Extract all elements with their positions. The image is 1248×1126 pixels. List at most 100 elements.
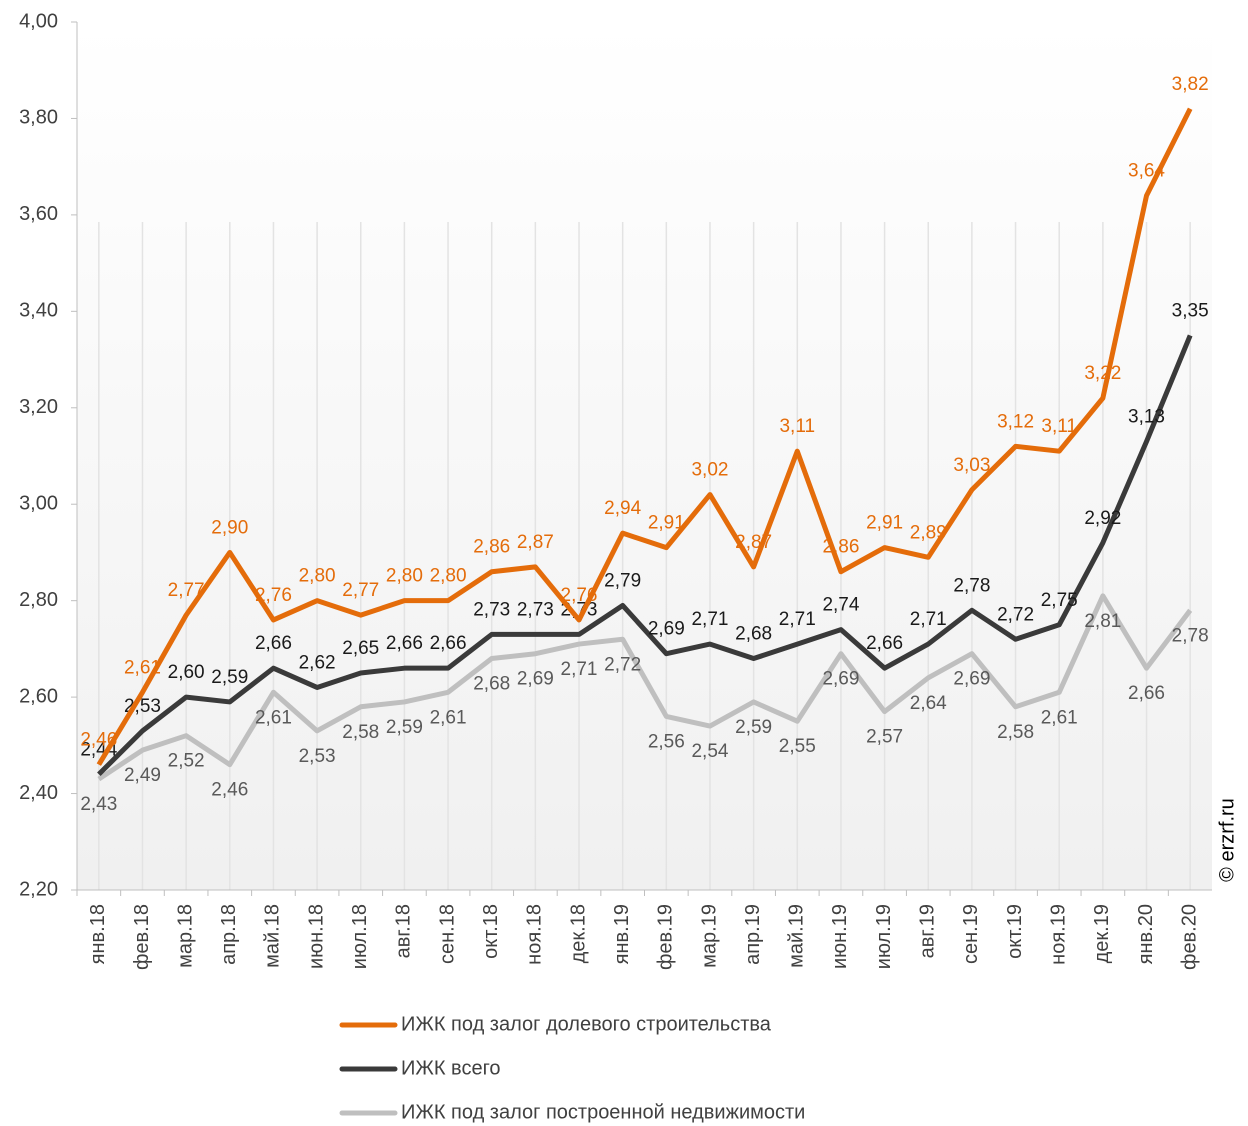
data-label: 3,82 <box>1172 74 1209 95</box>
data-label: 2,55 <box>779 736 816 757</box>
x-tick-label: сен.19 <box>960 904 982 964</box>
data-label: 2,66 <box>386 633 423 654</box>
data-label: 2,61 <box>124 657 161 678</box>
data-label: 2,68 <box>473 674 510 695</box>
data-label: 2,56 <box>648 731 685 752</box>
x-tick-label: окт.18 <box>480 904 502 959</box>
data-label: 2,69 <box>648 619 685 640</box>
x-tick-label: дек.19 <box>1091 904 1113 963</box>
data-label: 2,77 <box>168 580 205 601</box>
data-label: 2,61 <box>430 707 467 728</box>
legend-label: ИЖК всего <box>401 1057 501 1079</box>
data-label: 2,66 <box>1128 683 1165 704</box>
data-label: 2,71 <box>779 609 816 630</box>
data-label: 2,80 <box>299 566 336 587</box>
y-tick-label: 2,80 <box>19 589 58 611</box>
data-label: 3,35 <box>1172 300 1209 321</box>
data-label: 3,03 <box>953 455 990 476</box>
x-tick-label: июн.18 <box>305 904 327 969</box>
data-label: 2,87 <box>517 532 554 553</box>
data-label: 2,81 <box>1084 611 1121 632</box>
x-tick-label: май.18 <box>262 904 284 968</box>
line-series <box>97 334 1193 777</box>
data-label: 2,71 <box>561 659 598 680</box>
x-tick-label: мар.19 <box>698 904 720 968</box>
data-label: 3,12 <box>997 411 1034 432</box>
x-tick-label: сен.18 <box>436 904 458 964</box>
data-label: 2,53 <box>299 746 336 767</box>
x-tick-label: ноя.18 <box>524 904 546 965</box>
data-label: 2,73 <box>473 599 510 620</box>
y-tick-label: 3,80 <box>19 107 58 129</box>
plot-area <box>77 22 1212 890</box>
y-tick-label: 2,40 <box>19 782 58 804</box>
data-label: 2,43 <box>80 794 117 815</box>
x-tick-label: фев.18 <box>131 904 153 970</box>
x-tick-label: фев.19 <box>655 904 677 970</box>
data-label: 3,02 <box>691 460 728 481</box>
data-label: 2,54 <box>691 741 728 762</box>
data-label: 2,91 <box>648 513 685 534</box>
data-label: 2,62 <box>299 652 336 673</box>
data-label: 3,11 <box>1041 416 1077 437</box>
data-label: 2,58 <box>997 722 1034 743</box>
data-label: 2,78 <box>1172 625 1209 646</box>
data-label: 2,69 <box>822 669 859 690</box>
data-label: 2,59 <box>735 717 772 738</box>
data-label: 2,59 <box>211 667 248 688</box>
data-label: 2,66 <box>866 633 903 654</box>
data-label: 2,61 <box>1041 707 1078 728</box>
line-series <box>96 107 1193 766</box>
data-label: 3,13 <box>1128 407 1165 428</box>
data-label: 2,66 <box>255 633 292 654</box>
x-tick-label: июл.19 <box>873 904 895 969</box>
data-label: 2,80 <box>430 566 467 587</box>
x-tick-label: апр.19 <box>742 904 764 965</box>
data-label: 2,69 <box>517 669 554 690</box>
data-label: 2,78 <box>953 575 990 596</box>
data-label: 2,80 <box>386 566 423 587</box>
y-tick-label: 3,60 <box>19 203 58 225</box>
y-tick-label: 3,00 <box>19 493 58 515</box>
data-label: 2,65 <box>342 638 379 659</box>
data-label: 2,75 <box>1041 590 1078 611</box>
data-label: 2,46 <box>80 730 117 751</box>
legend-label: ИЖК под залог долевого строительства <box>401 1013 772 1035</box>
data-label: 2,68 <box>735 624 772 645</box>
data-label: 2,76 <box>255 585 292 606</box>
data-label: 3,64 <box>1128 161 1165 182</box>
x-tick-label: янв.20 <box>1135 904 1157 964</box>
data-label: 2,90 <box>211 517 248 538</box>
data-label: 2,71 <box>910 609 947 630</box>
x-tick-label: авг.18 <box>393 904 415 958</box>
x-tick-label: июн.19 <box>829 904 851 969</box>
y-tick-label: 2,20 <box>19 878 58 900</box>
data-label: 3,22 <box>1084 363 1121 384</box>
data-label: 2,87 <box>735 532 772 553</box>
data-label: 2,57 <box>866 727 903 748</box>
data-label: 2,74 <box>822 595 859 616</box>
data-label: 2,92 <box>1084 508 1121 529</box>
data-label: 2,66 <box>430 633 467 654</box>
legend-label: ИЖК под залог построенной недвижимости <box>401 1101 805 1123</box>
y-tick-label: 3,40 <box>19 300 58 322</box>
data-label: 2,71 <box>691 609 728 630</box>
data-label: 2,86 <box>822 537 859 558</box>
data-label: 2,52 <box>168 751 205 772</box>
x-tick-label: дек.18 <box>567 904 589 963</box>
data-label: 2,64 <box>910 693 947 714</box>
data-label: 2,72 <box>997 604 1034 625</box>
x-tick-label: ноя.19 <box>1047 904 1069 965</box>
data-label: 2,46 <box>211 780 248 801</box>
data-label: 2,76 <box>561 585 598 606</box>
data-label: 2,91 <box>866 513 903 534</box>
data-label: 3,11 <box>779 416 815 437</box>
data-label: 2,72 <box>604 654 641 675</box>
y-tick-label: 2,60 <box>19 685 58 707</box>
data-label: 2,60 <box>168 662 205 683</box>
x-tick-label: мар.18 <box>174 904 196 968</box>
data-label: 2,49 <box>124 765 161 786</box>
data-label: 2,94 <box>604 498 641 519</box>
data-label: 2,86 <box>473 537 510 558</box>
